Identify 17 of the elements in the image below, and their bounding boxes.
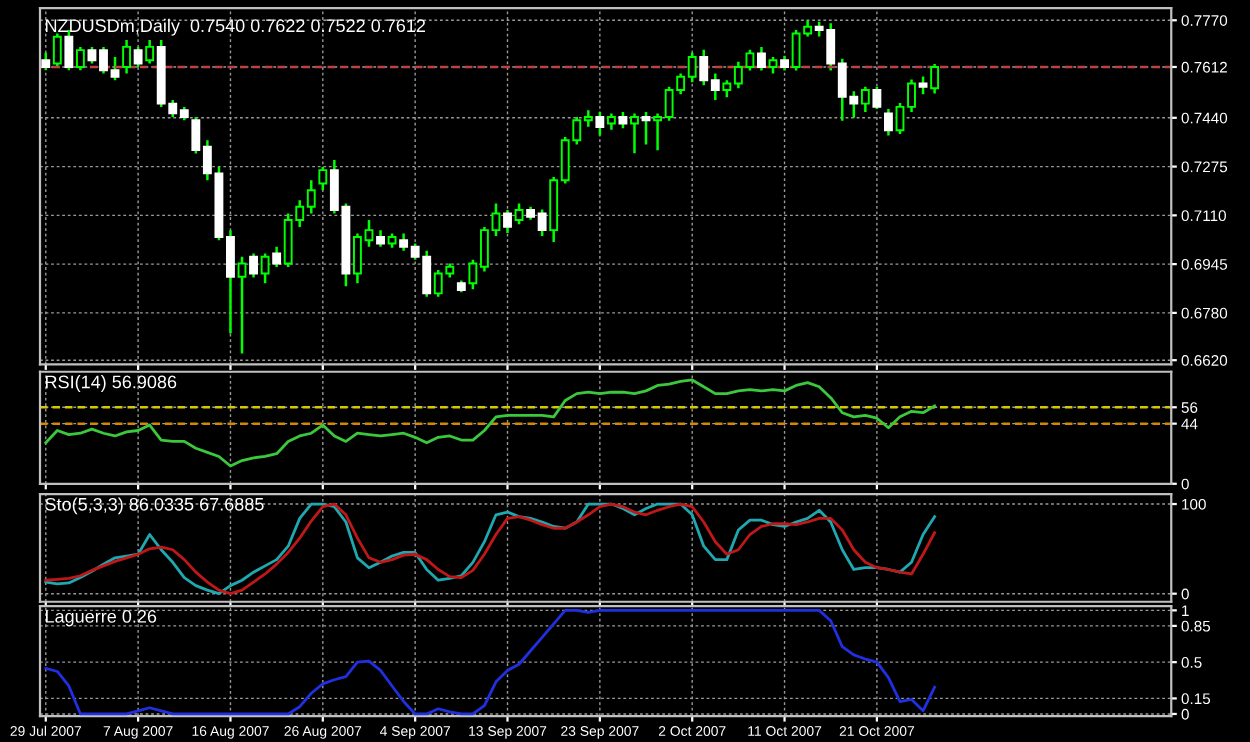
- candlestick: [318, 165, 328, 192]
- text: NZDUSDm,Daily 0.7540 0.7622 0.7522 0.7612: [46, 18, 426, 36]
- candlestick: [237, 255, 247, 355]
- line-series: [44, 608, 936, 716]
- candlestick: [930, 62, 940, 95]
- chart-title: Laguerre 0.26: [46, 609, 157, 627]
- candlestick: [260, 252, 270, 285]
- candlestick: [122, 38, 132, 75]
- candlestick: [52, 32, 62, 69]
- candlestick: [145, 38, 155, 65]
- candlestick: [860, 85, 870, 114]
- chart-title: RSI(14) 56.9086: [46, 375, 177, 392]
- candlestick: [75, 45, 85, 72]
- line-series: [44, 378, 936, 468]
- candlestick: [514, 202, 524, 226]
- candlestick: [630, 112, 639, 155]
- chart-title: Sto(5,3,3) 86.0335 67.6885: [45, 497, 264, 515]
